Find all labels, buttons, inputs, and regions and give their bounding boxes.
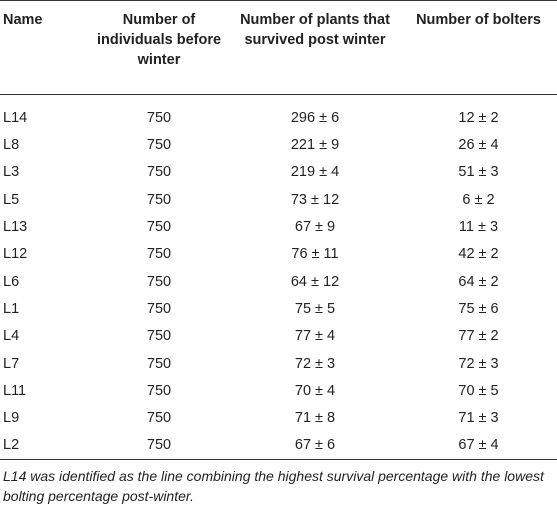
cell-name: L3 — [3, 164, 20, 181]
cell-survived-post-winter: 71 ± 8 — [294, 410, 336, 427]
header-name: Name — [0, 0, 88, 95]
cell-bolters: 51 ± 3 — [458, 164, 499, 181]
cell-survived-post-winter: 77 ± 4 — [294, 328, 336, 345]
cell-name: L7 — [3, 355, 20, 372]
cell-survived-post-winter: 67 ± 9 — [294, 219, 336, 236]
cell-name: L5 — [3, 191, 20, 208]
cell-individuals-before-winter: 750 — [146, 328, 172, 345]
cell-individuals-before-winter: 750 — [146, 246, 172, 263]
cell-bolters: 11 ± 3 — [458, 219, 499, 236]
cell-individuals-before-winter: 750 — [146, 137, 172, 154]
cell-name: L13 — [3, 219, 28, 236]
table-row: L5 750 73 ± 12 6 ± 2 — [0, 186, 557, 213]
table-row: L8 750 221 ± 9 26 ± 4 — [0, 132, 557, 159]
cell-individuals-before-winter: 750 — [88, 431, 230, 460]
table-row: L12 750 76 ± 11 42 ± 2 — [0, 241, 557, 268]
cell-name: L11 — [3, 382, 27, 399]
cell-individuals-before-winter: 750 — [146, 164, 172, 181]
table-row: L13 750 67 ± 9 11 ± 3 — [0, 213, 557, 240]
table-row: L1 750 75 ± 5 75 ± 6 — [0, 295, 557, 322]
cell-individuals-before-winter: 750 — [146, 355, 172, 372]
table-row: L4 750 77 ± 4 77 ± 2 — [0, 323, 557, 350]
cell-bolters: 26 ± 4 — [458, 137, 499, 154]
cell-bolters: 72 ± 3 — [458, 355, 499, 372]
cell-individuals-before-winter: 750 — [146, 219, 172, 236]
cell-survived-post-winter: 219 ± 4 — [290, 164, 340, 181]
cell-name: L9 — [3, 410, 20, 427]
cell-bolters: 67 ± 4 — [400, 431, 557, 460]
cell-survived-post-winter: 70 ± 4 — [294, 382, 336, 399]
table-row: L11 750 70 ± 4 70 ± 5 — [0, 377, 557, 404]
cell-name: L12 — [3, 246, 28, 263]
cell-bolters: 77 ± 2 — [458, 328, 499, 345]
cell-survived-post-winter: 75 ± 5 — [294, 300, 336, 317]
header-survived-post-winter: Number of plants that survived post wint… — [230, 0, 400, 95]
cell-individuals-before-winter: 750 — [146, 273, 172, 290]
header-bolters: Number of bolters — [400, 0, 557, 95]
cell-individuals-before-winter: 750 — [146, 382, 172, 399]
cell-name: L6 — [3, 273, 20, 290]
table-header: Name Number of individuals before winter… — [0, 0, 557, 95]
table-row: L14 750 296 ± 6 12 ± 2 — [0, 95, 557, 132]
cell-bolters: 70 ± 5 — [458, 382, 499, 399]
cell-individuals-before-winter: 750 — [146, 410, 172, 427]
table-row: L9 750 71 ± 8 71 ± 3 — [0, 404, 557, 431]
cell-survived-post-winter: 76 ± 11 — [291, 246, 339, 263]
cell-survived-post-winter: 73 ± 12 — [290, 191, 340, 208]
table-row: L2 750 67 ± 6 67 ± 4 — [0, 431, 557, 460]
cell-individuals-before-winter: 750 — [146, 300, 172, 317]
cell-survived-post-winter: 64 ± 12 — [290, 273, 340, 290]
table-row: L6 750 64 ± 12 64 ± 2 — [0, 268, 557, 295]
cell-name: L8 — [3, 137, 20, 154]
table-row: L7 750 72 ± 3 72 ± 3 — [0, 350, 557, 377]
cell-survived-post-winter: 221 ± 9 — [290, 137, 340, 154]
cell-individuals-before-winter: 750 — [146, 110, 172, 127]
cell-bolters: 42 ± 2 — [458, 246, 499, 263]
cell-survived-post-winter: 296 ± 6 — [290, 110, 340, 127]
table-body: L14 750 296 ± 6 12 ± 2 L8 750 221 ± 9 26 ± 4 L3 7… — [0, 95, 557, 460]
data-table: Name Number of individuals before winter… — [0, 0, 557, 460]
table-row: L3 750 219 ± 4 51 ± 3 — [0, 159, 557, 186]
cell-name: L14 — [3, 110, 28, 127]
cell-name: L2 — [0, 431, 88, 460]
header-individuals-before-winter: Number of individuals before winter — [88, 0, 230, 95]
cell-individuals-before-winter: 750 — [146, 191, 172, 208]
cell-bolters: 71 ± 3 — [458, 410, 499, 427]
table-footnote: L14 was identified as the line combining… — [3, 467, 544, 504]
cell-bolters: 75 ± 6 — [458, 300, 499, 317]
cell-name: L4 — [3, 328, 20, 345]
cell-name: L1 — [3, 300, 20, 317]
cell-survived-post-winter: 72 ± 3 — [294, 355, 336, 372]
cell-bolters: 64 ± 2 — [458, 273, 499, 290]
cell-survived-post-winter: 67 ± 6 — [230, 431, 400, 460]
cell-bolters: 12 ± 2 — [458, 110, 499, 127]
header-row: Name Number of individuals before winter… — [0, 0, 557, 95]
cell-bolters: 6 ± 2 — [462, 191, 495, 208]
